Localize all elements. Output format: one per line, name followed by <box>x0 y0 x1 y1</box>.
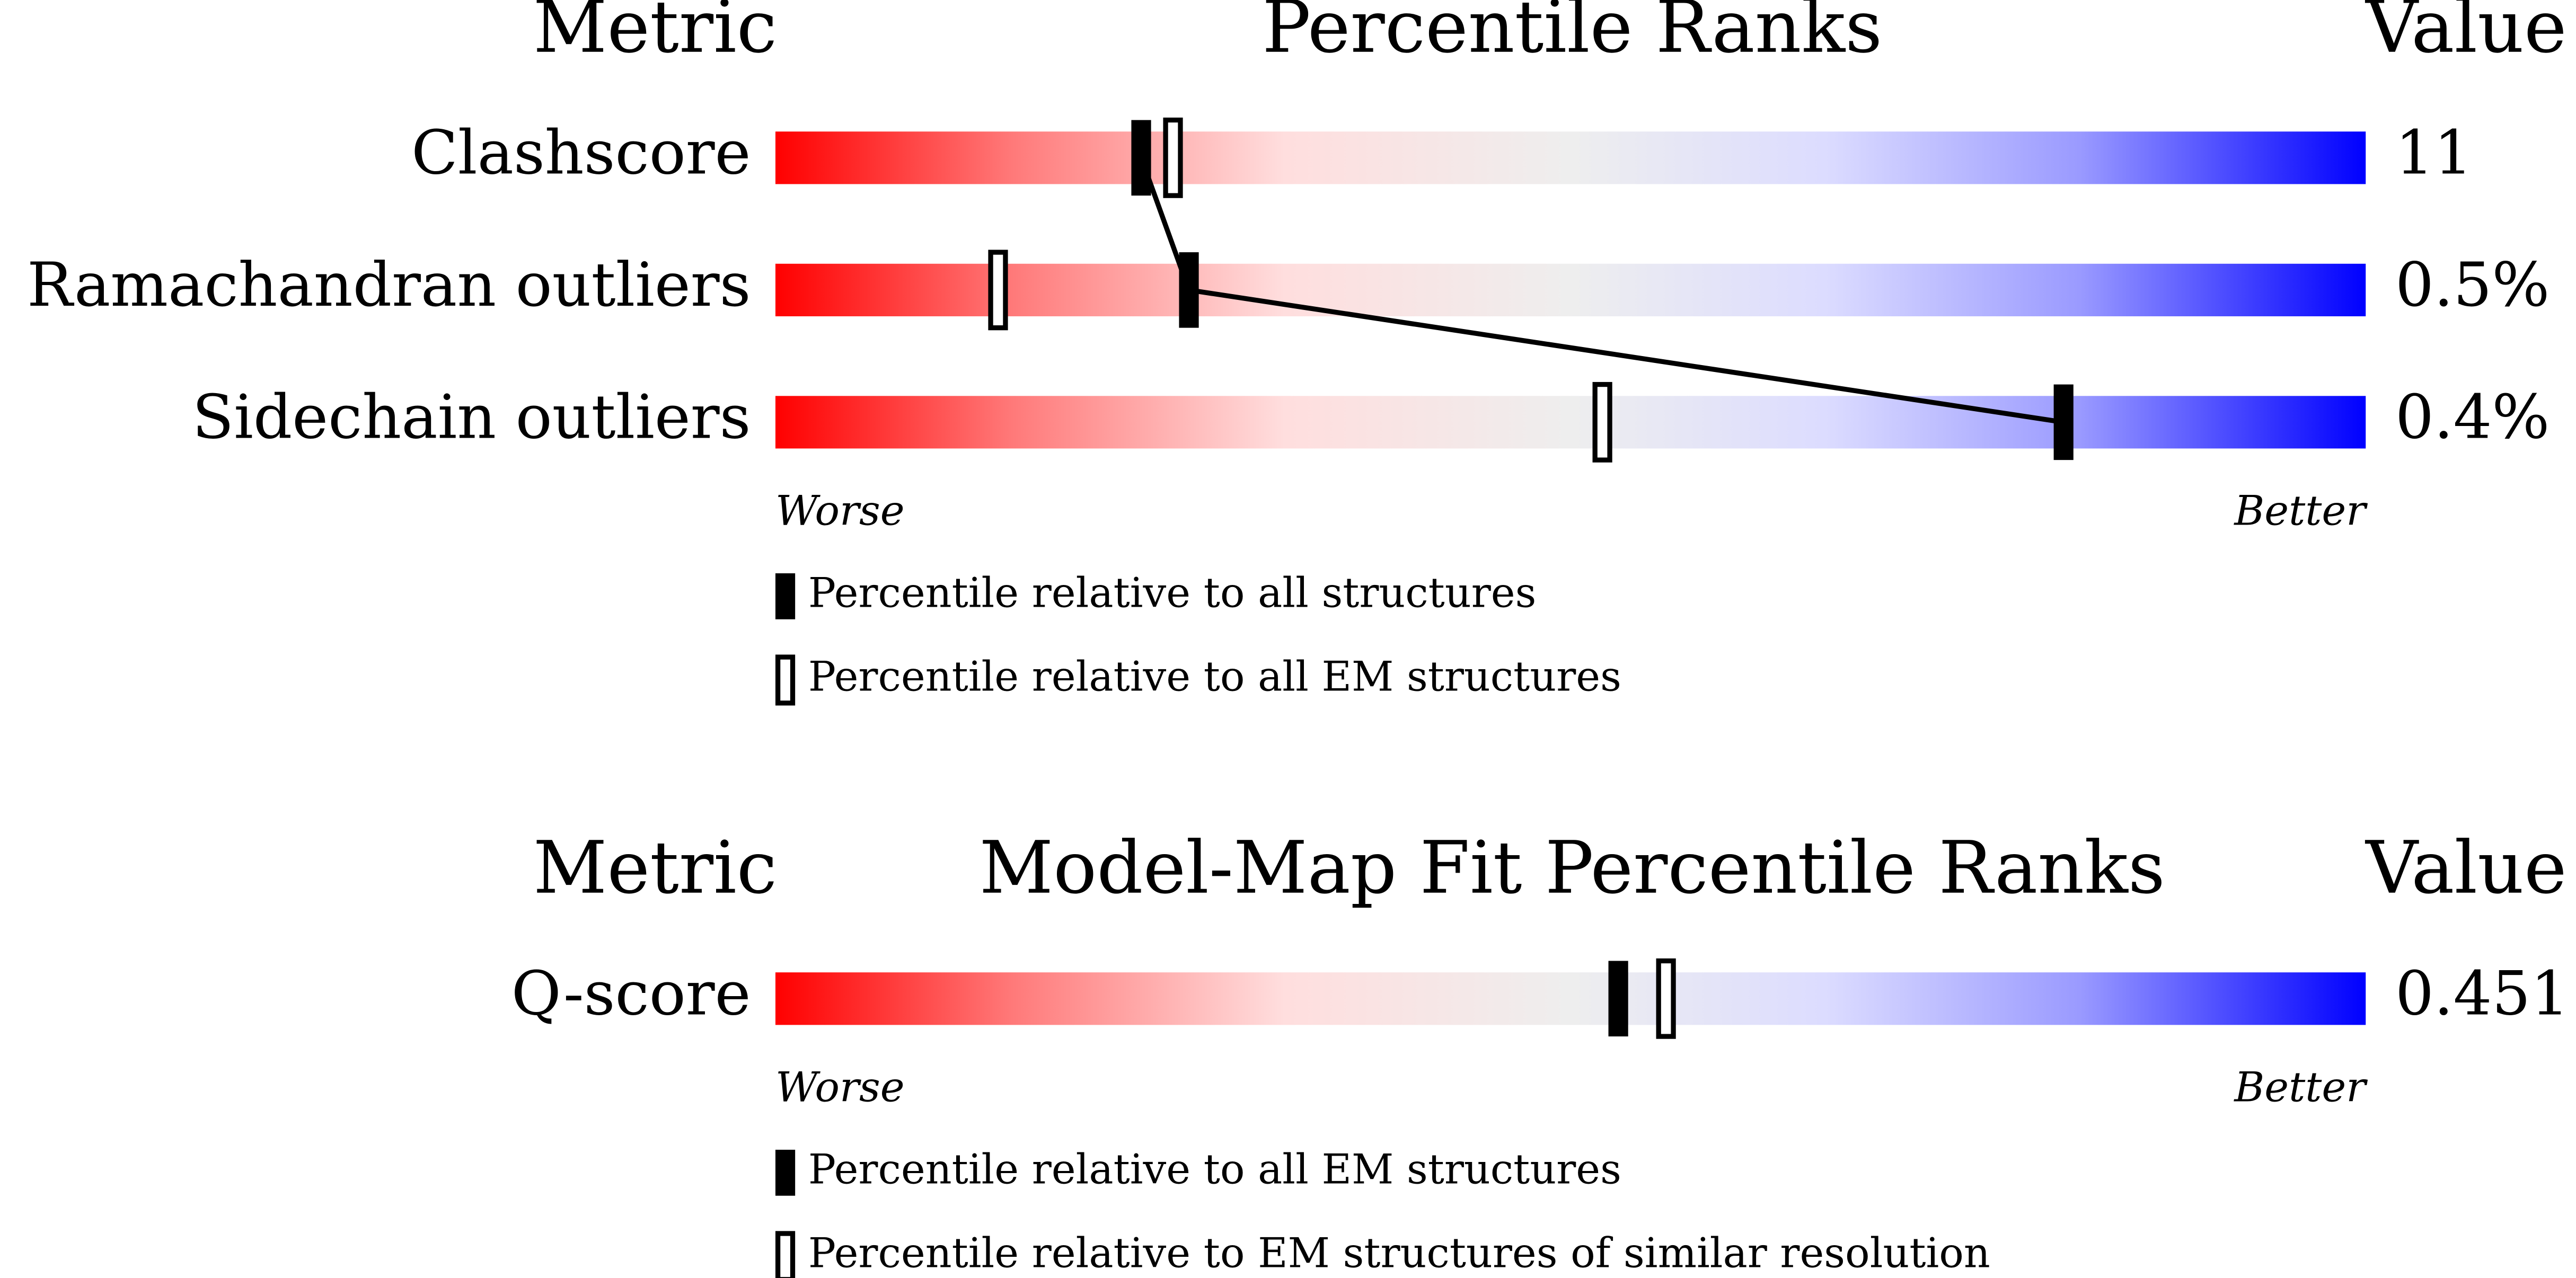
metric-value: 0.451 <box>2395 958 2569 1029</box>
metric-value: 0.5% <box>2395 250 2549 321</box>
metric-value: 0.4% <box>2395 382 2549 452</box>
metric-name: Sidechain outliers <box>192 382 751 452</box>
header-value: Value <box>2365 0 2566 69</box>
worse-label: Worse <box>775 1063 905 1111</box>
legend-label: Percentile relative to all EM structures <box>808 1146 1621 1193</box>
legend-marker <box>775 1231 796 1278</box>
percentile-bar <box>775 131 2366 184</box>
legend-marker <box>775 573 796 619</box>
better-label: Better <box>2233 1063 2368 1111</box>
metric-value: 11 <box>2395 118 2473 188</box>
header-metric: Metric <box>533 0 777 69</box>
legend-label: Percentile relative to EM structures of … <box>808 1229 1990 1277</box>
percentile-marker <box>1592 381 1612 463</box>
header-title: Model-Map Fit Percentile Ranks <box>980 826 2165 910</box>
legend-marker <box>775 1149 796 1196</box>
percentile-bar <box>775 396 2366 449</box>
worse-label: Worse <box>775 487 905 535</box>
legend-marker <box>775 654 796 706</box>
percentile-marker <box>1656 958 1676 1039</box>
header-value: Value <box>2365 826 2566 910</box>
percentile-marker <box>1179 252 1199 328</box>
percentile-marker <box>1163 117 1183 198</box>
legend-label: Percentile relative to all EM structures <box>808 653 1621 700</box>
percentile-marker <box>2053 384 2074 460</box>
percentile-bar <box>775 263 2366 316</box>
header-metric: Metric <box>533 826 777 910</box>
percentile-bar <box>775 972 2366 1025</box>
metric-name: Ramachandran outliers <box>27 250 751 321</box>
legend-label: Percentile relative to all structures <box>808 569 1536 617</box>
better-label: Better <box>2233 487 2368 535</box>
percentile-marker <box>1608 961 1628 1037</box>
metric-name: Clashscore <box>411 118 751 188</box>
metric-name: Q-score <box>511 958 751 1029</box>
percentile-marker <box>988 250 1008 331</box>
header-title: Percentile Ranks <box>1262 0 1882 69</box>
percentile-marker <box>1131 120 1151 196</box>
